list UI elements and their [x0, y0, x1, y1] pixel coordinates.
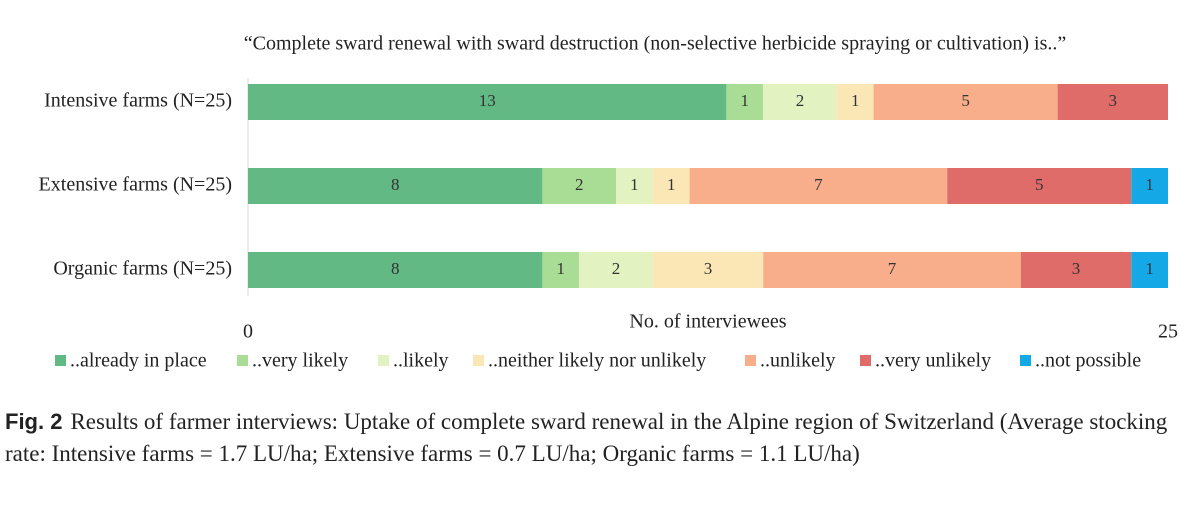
bar-segment	[873, 84, 1058, 120]
bar-segment	[652, 252, 764, 288]
value-label: 1	[630, 175, 639, 194]
legend-label: ..unlikely	[760, 350, 836, 372]
bar-segment	[652, 168, 690, 204]
legend-label: ..very likely	[252, 350, 348, 372]
y-tick-label: Intensive farms (N=25)	[44, 90, 232, 112]
bar-segment	[248, 84, 727, 120]
legend-swatch	[1020, 355, 1031, 366]
legend-swatch	[237, 355, 248, 366]
bar-segment	[542, 168, 616, 204]
legend-swatch	[55, 355, 66, 366]
bar-segment	[616, 168, 653, 204]
x-tick-label: 0	[243, 321, 253, 343]
value-label: 3	[704, 259, 713, 278]
legend-swatch	[473, 355, 484, 366]
bar-segment	[1131, 252, 1168, 288]
value-label: 2	[796, 91, 805, 110]
bar-segment	[763, 252, 1021, 288]
legend-label: ..very unlikely	[875, 350, 991, 372]
legend-swatch	[745, 355, 756, 366]
value-label: 3	[1109, 91, 1118, 110]
legend-label: ..likely	[393, 350, 449, 372]
value-label: 2	[612, 259, 621, 278]
legend-swatch	[378, 355, 389, 366]
value-label: 1	[667, 175, 676, 194]
bar-segment	[248, 252, 543, 288]
legend-label: ..already in place	[70, 350, 207, 372]
value-label: 1	[1145, 175, 1154, 194]
value-label: 1	[851, 91, 860, 110]
y-tick-label: Organic farms (N=25)	[53, 258, 232, 280]
value-label: 8	[391, 259, 400, 278]
legend-label: ..neither likely nor unlikely	[488, 350, 706, 372]
bar-segment	[248, 168, 543, 204]
bar-segment	[542, 252, 580, 288]
bar-segment	[763, 84, 837, 120]
bar-segment	[689, 168, 948, 204]
legend-label: ..not possible	[1035, 350, 1141, 372]
value-label: 5	[1035, 175, 1044, 194]
caption: Fig. 2 Results of farmer interviews: Upta…	[5, 406, 1195, 470]
value-label: 3	[1072, 259, 1081, 278]
bar-segment	[1020, 252, 1132, 288]
legend-swatch	[860, 355, 871, 366]
x-tick-label: 25	[1158, 321, 1178, 343]
bar-segment	[947, 168, 1132, 204]
bar-segment	[836, 84, 874, 120]
value-label: 13	[479, 91, 496, 110]
bar-segment	[1057, 84, 1168, 120]
caption-text: Results of farmer interviews: Uptake of …	[5, 409, 1168, 466]
chart-title: “Complete sward renewal with sward destr…	[244, 33, 1067, 55]
caption-label: Fig. 2	[5, 409, 63, 434]
value-label: 5	[961, 91, 970, 110]
y-tick-label: Extensive farms (N=25)	[39, 174, 232, 196]
value-label: 7	[814, 175, 823, 194]
value-label: 1	[741, 91, 750, 110]
bar-segment	[1131, 168, 1168, 204]
bar-segment	[579, 252, 653, 288]
value-label: 2	[575, 175, 584, 194]
x-axis-label: No. of interviewees	[629, 311, 786, 333]
chart: “Complete sward renewal with sward destr…	[39, 33, 1178, 372]
value-label: 7	[888, 259, 897, 278]
value-label: 1	[1145, 259, 1154, 278]
value-label: 1	[557, 259, 566, 278]
value-label: 8	[391, 175, 400, 194]
bar-segment	[726, 84, 764, 120]
